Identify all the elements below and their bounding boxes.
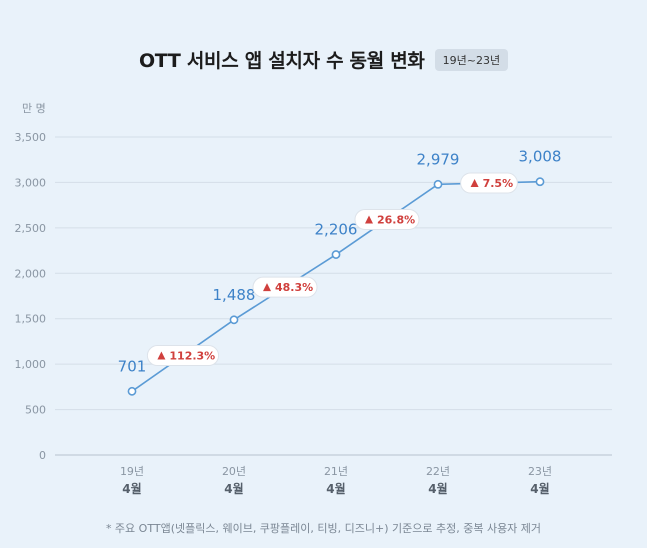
data-value-label: 2,979 xyxy=(417,150,460,168)
growth-rate-label: 7.5% xyxy=(483,177,514,190)
title-row: OTT 서비스 앱 설치자 수 동월 변화 19년~23년 xyxy=(0,46,647,73)
y-tick-label: 2,000 xyxy=(15,267,47,280)
y-tick-label: 3,000 xyxy=(15,176,47,189)
growth-rate-label: 26.8% xyxy=(377,213,415,226)
y-tick-label: 1,500 xyxy=(15,313,47,326)
growth-pill xyxy=(146,345,220,367)
up-triangle-icon xyxy=(470,179,479,188)
x-tick-year-label: 21년 xyxy=(324,465,348,478)
x-tick-month-label: 4월 xyxy=(326,481,345,496)
up-triangle-icon xyxy=(263,283,271,292)
up-triangle-icon xyxy=(157,351,166,360)
y-tick-label: 0 xyxy=(39,449,46,462)
growth-rate-label: 48.3% xyxy=(275,281,313,294)
y-tick-label: 2,500 xyxy=(15,222,47,235)
data-value-label: 701 xyxy=(118,357,147,375)
x-tick-month-label: 4월 xyxy=(122,481,141,496)
data-point xyxy=(433,179,443,189)
y-tick-label: 500 xyxy=(25,404,46,417)
x-tick-year-label: 19년 xyxy=(120,465,144,478)
data-point xyxy=(127,386,137,396)
data-point xyxy=(535,177,545,187)
growth-rate-label: 112.3% xyxy=(169,350,215,363)
x-tick-month-label: 4월 xyxy=(428,481,447,496)
x-tick-month-label: 4월 xyxy=(224,481,243,496)
x-tick-year-label: 22년 xyxy=(426,465,450,478)
data-value-label: 3,008 xyxy=(519,148,562,166)
y-axis-label: 만 명 xyxy=(22,102,46,115)
x-tick-year-label: 20년 xyxy=(222,465,246,478)
period-badge: 19년~23년 xyxy=(434,48,509,71)
growth-pill xyxy=(354,208,420,230)
chart-title: OTT 서비스 앱 설치자 수 동월 변화 xyxy=(138,50,425,72)
data-point xyxy=(229,315,239,325)
up-triangle-icon xyxy=(365,215,373,224)
data-value-label: 1,488 xyxy=(213,286,256,304)
data-point xyxy=(331,250,341,259)
y-tick-label: 3,500 xyxy=(15,131,47,144)
data-value-label: 2,206 xyxy=(315,221,358,239)
x-tick-year-label: 23년 xyxy=(528,465,552,478)
x-tick-month-label: 4월 xyxy=(530,481,549,496)
footnote: * 주요 OTT앱(넷플릭스, 웨이브, 쿠팡플레이, 티빙, 디즈니+) 기준… xyxy=(105,522,542,535)
growth-pill xyxy=(460,172,518,194)
y-tick-label: 1,000 xyxy=(15,358,47,371)
growth-pill xyxy=(252,276,318,298)
